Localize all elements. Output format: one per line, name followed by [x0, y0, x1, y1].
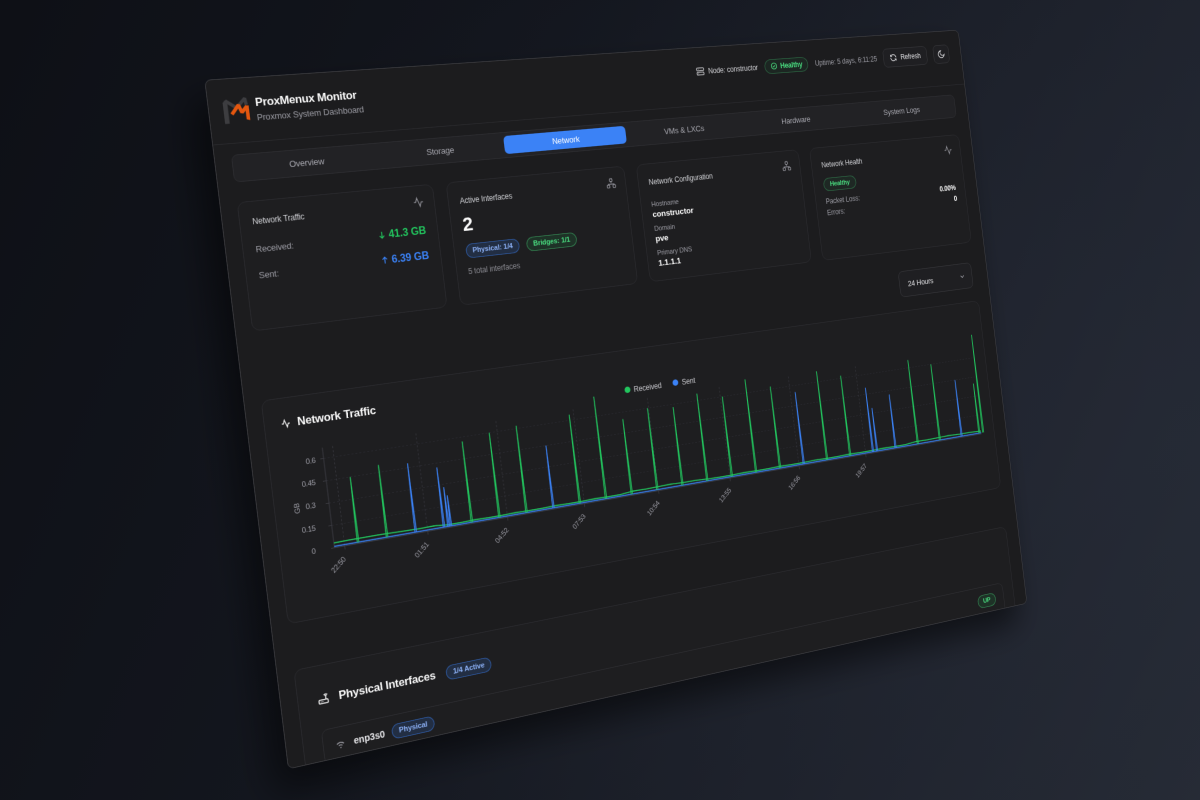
svg-text:07:53: 07:53 [571, 512, 588, 531]
svg-text:22:50: 22:50 [329, 555, 348, 575]
svg-text:0: 0 [311, 547, 317, 556]
svg-text:0.15: 0.15 [301, 524, 317, 535]
svg-text:0.3: 0.3 [305, 501, 317, 511]
svg-text:13:55: 13:55 [718, 486, 734, 504]
svg-text:GB: GB [292, 502, 302, 514]
svg-text:10:54: 10:54 [646, 499, 662, 518]
svg-text:19:57: 19:57 [854, 462, 868, 479]
svg-text:0.45: 0.45 [301, 478, 317, 489]
svg-text:04:52: 04:52 [493, 526, 510, 545]
svg-text:0.6: 0.6 [305, 456, 317, 466]
svg-text:16:56: 16:56 [787, 474, 802, 492]
svg-text:01:51: 01:51 [413, 540, 431, 559]
